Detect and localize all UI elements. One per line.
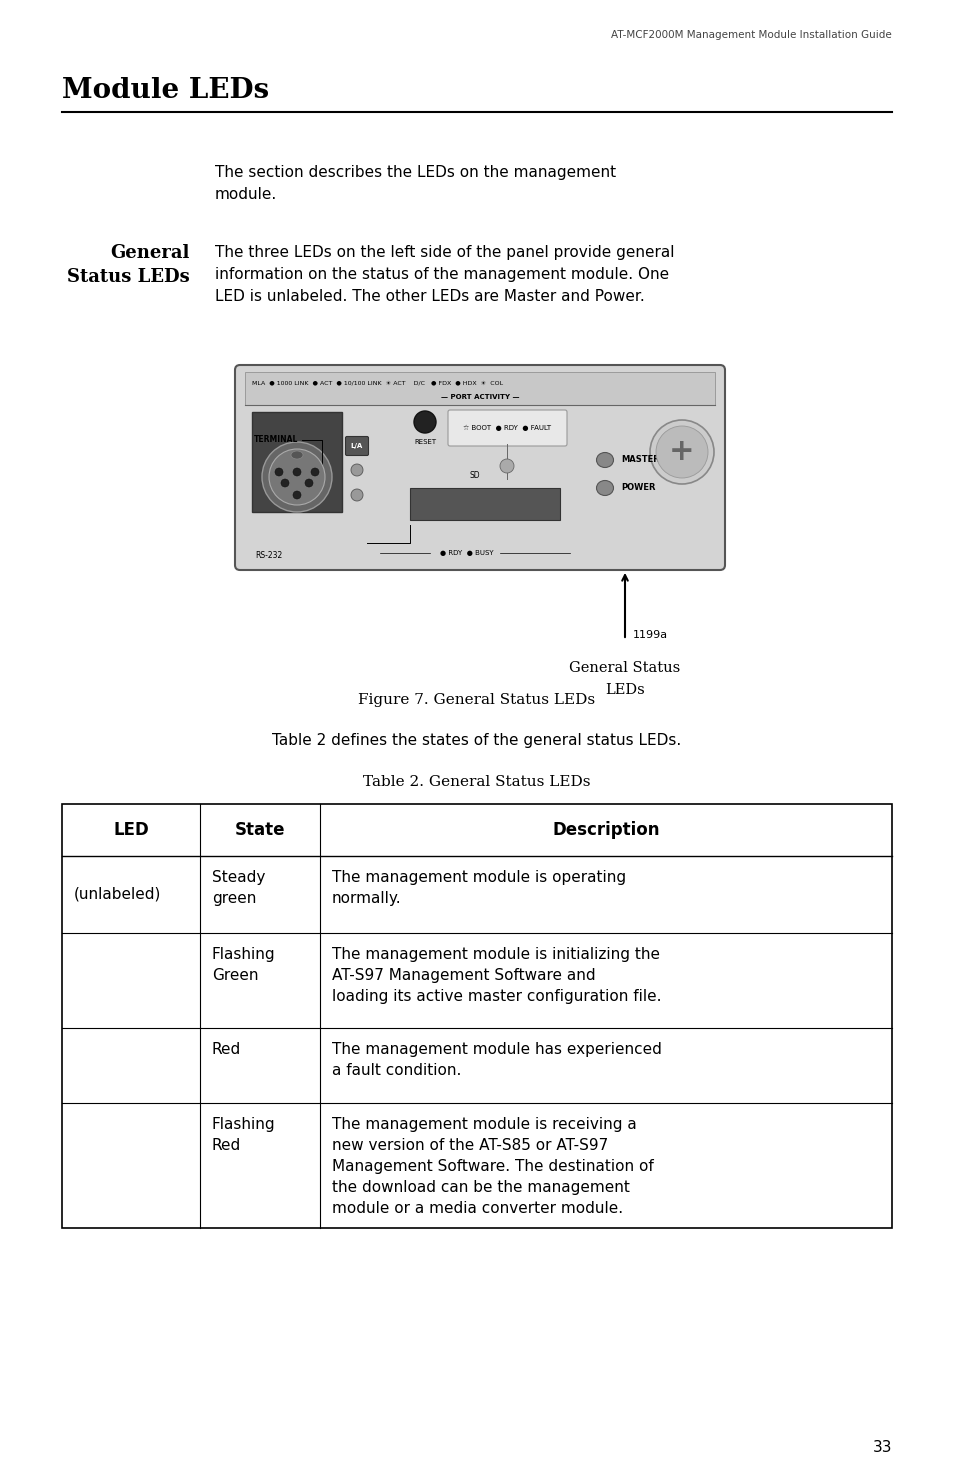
Text: Table 2. General Status LEDs: Table 2. General Status LEDs (363, 774, 590, 789)
Text: TERMINAL: TERMINAL (253, 435, 298, 444)
Bar (410, 488, 559, 521)
Text: The management module has experienced
a fault condition.: The management module has experienced a … (332, 1041, 661, 1078)
Text: POWER: POWER (620, 484, 655, 493)
Text: — PORT ACTIVITY —: — PORT ACTIVITY — (440, 394, 518, 400)
Text: AT-MCF2000M Management Module Installation Guide: AT-MCF2000M Management Module Installati… (611, 30, 891, 40)
Circle shape (293, 491, 301, 499)
Circle shape (293, 468, 301, 476)
Circle shape (262, 442, 332, 512)
Text: (unlabeled): (unlabeled) (74, 886, 161, 901)
Text: MASTER: MASTER (620, 456, 659, 465)
Circle shape (274, 468, 283, 476)
Text: State: State (234, 822, 285, 839)
Text: The three LEDs on the left side of the panel provide general
information on the : The three LEDs on the left side of the p… (214, 245, 674, 304)
Text: Red: Red (212, 1041, 241, 1058)
Text: Figure 7. General Status LEDs: Figure 7. General Status LEDs (358, 693, 595, 707)
Text: LED: LED (113, 822, 149, 839)
Text: SD: SD (469, 471, 479, 479)
FancyBboxPatch shape (448, 410, 566, 445)
Ellipse shape (291, 451, 303, 459)
Text: The management module is receiving a
new version of the AT-S85 or AT-S97
Managem: The management module is receiving a new… (332, 1117, 653, 1215)
Circle shape (414, 412, 436, 434)
Text: The section describes the LEDs on the management
module.: The section describes the LEDs on the ma… (214, 165, 616, 202)
Text: ● RDY  ● BUSY: ● RDY ● BUSY (439, 550, 493, 556)
Circle shape (656, 426, 707, 478)
Text: The management module is initializing the
AT-S97 Management Software and
loading: The management module is initializing th… (332, 947, 660, 1004)
Text: +: + (668, 438, 694, 466)
Text: General Status: General Status (569, 661, 679, 676)
FancyBboxPatch shape (234, 364, 724, 569)
Circle shape (499, 459, 514, 473)
Text: Flashing
Red: Flashing Red (212, 1117, 275, 1153)
Text: MLA  ● 1000 LINK  ● ACT  ● 10/100 LINK  ☀ ACT    D/C   ● FDX  ● HDX  ☀  COL: MLA ● 1000 LINK ● ACT ● 10/100 LINK ☀ AC… (252, 381, 502, 385)
Circle shape (351, 465, 363, 476)
Text: RESET: RESET (414, 440, 436, 445)
Text: Flashing
Green: Flashing Green (212, 947, 275, 982)
Bar (252, 412, 341, 512)
FancyBboxPatch shape (345, 437, 368, 456)
Text: Table 2 defines the states of the general status LEDs.: Table 2 defines the states of the genera… (273, 733, 680, 748)
Text: 1199a: 1199a (633, 630, 667, 640)
Text: L/A: L/A (351, 442, 363, 448)
Ellipse shape (596, 481, 613, 496)
Text: ☆ BOOT  ● RDY  ● FAULT: ☆ BOOT ● RDY ● FAULT (462, 425, 551, 431)
Circle shape (269, 448, 325, 504)
Circle shape (311, 468, 318, 476)
Bar (62, 804, 891, 1229)
Text: Steady
green: Steady green (212, 870, 265, 906)
Circle shape (305, 479, 313, 487)
Text: The management module is operating
normally.: The management module is operating norma… (332, 870, 625, 906)
Text: General
Status LEDs: General Status LEDs (67, 245, 190, 286)
Bar (245, 372, 714, 406)
Ellipse shape (596, 453, 613, 468)
Text: LEDs: LEDs (604, 683, 644, 698)
Text: Description: Description (552, 822, 659, 839)
Text: 33: 33 (872, 1441, 891, 1456)
Text: Module LEDs: Module LEDs (62, 77, 269, 103)
Circle shape (351, 490, 363, 502)
Circle shape (281, 479, 289, 487)
Circle shape (649, 420, 713, 484)
Text: RS-232: RS-232 (254, 550, 282, 559)
